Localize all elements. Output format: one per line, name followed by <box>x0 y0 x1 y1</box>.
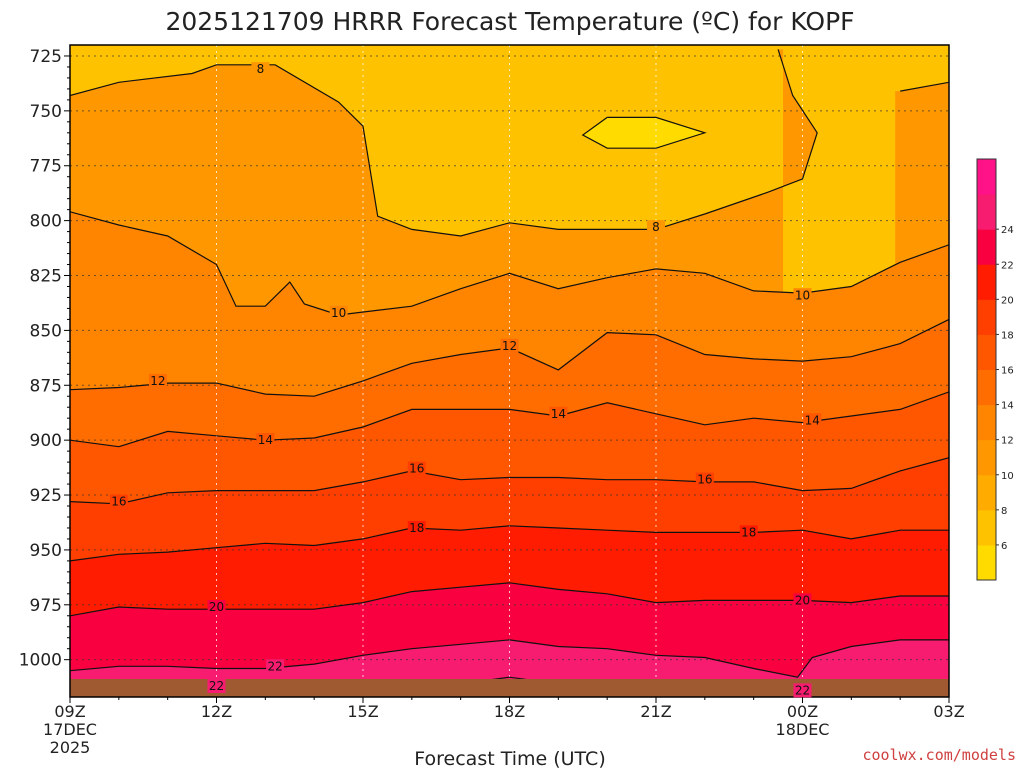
colorbar-swatch-8 <box>977 264 996 300</box>
ground-surface <box>70 679 949 697</box>
contour-label-bg-12 <box>500 338 519 353</box>
contour-label-bg-18 <box>739 525 758 540</box>
colorbar-swatch-1 <box>977 509 996 546</box>
y-tick-label-750: 750 <box>30 102 62 122</box>
y-tick-label-950: 950 <box>30 541 62 561</box>
x-tick-label-0: 00Z <box>787 702 818 721</box>
contour-label-22: 22 <box>267 659 282 673</box>
y-tick-label-725: 725 <box>30 47 62 67</box>
contour-line-22-9 <box>70 639 949 678</box>
colorbar-swatch-6 <box>977 334 996 370</box>
colorbar-swatch-9 <box>977 229 996 265</box>
contour-label-14: 14 <box>551 407 566 421</box>
contour-line-18-7 <box>70 525 949 562</box>
x-tick-label-0: 12Z <box>201 702 232 721</box>
x-tick-label-0: 18Z <box>494 702 525 721</box>
colorbar-swatch-7 <box>977 299 996 335</box>
contour-label-16: 16 <box>111 495 126 509</box>
contour-label-12: 12 <box>502 339 517 353</box>
contour-label-20: 20 <box>209 600 224 614</box>
colorbar-label-10: 10 <box>1001 471 1014 482</box>
x-tick-label-0: 09Z <box>54 702 85 721</box>
colorbar-swatch-4 <box>977 404 996 441</box>
contour-line-16-6 <box>70 457 949 505</box>
colorbar-label-16: 16 <box>1001 366 1014 377</box>
contour-label-bg-14 <box>549 406 568 421</box>
colorbar-label-20: 20 <box>1001 295 1014 306</box>
contour-label-bg-10 <box>329 305 348 320</box>
colorbar-label-6: 6 <box>1001 541 1007 552</box>
credit-text: coolwx.com/models <box>862 746 1016 764</box>
contour-label-8: 8 <box>257 62 265 76</box>
colorbar: 6 8 10 12 14 16 18 20 22 24 <box>976 158 1014 581</box>
chart-title: 2025121709 HRRR Forecast Temperature (ºC… <box>165 7 854 36</box>
contour-label-8: 8 <box>652 220 660 234</box>
colorbar-swatch-3 <box>977 439 996 476</box>
contour-label-14: 14 <box>805 413 820 427</box>
contour-label-16: 16 <box>697 473 712 487</box>
contour-line-8-0 <box>70 49 818 237</box>
x-axis-label: Forecast Time (UTC) <box>414 748 605 768</box>
colorbar-swatch-2 <box>977 474 996 511</box>
y-tick-label-775: 775 <box>30 157 62 177</box>
colorbar-label-12: 12 <box>1001 436 1014 447</box>
contour-label-10: 10 <box>331 306 346 320</box>
contour-label-20: 20 <box>795 593 810 607</box>
x-tick-label-1: 18DEC <box>776 720 830 739</box>
contour-label-bg-14 <box>256 433 275 448</box>
contour-line-8-2 <box>900 81 949 92</box>
colorbar-label-8: 8 <box>1001 506 1007 517</box>
contour-line-14-5 <box>70 391 949 448</box>
contour-label-bg-14 <box>803 413 822 428</box>
x-tick-label-1: 17DEC <box>43 720 97 739</box>
contour-label-bg-8 <box>251 62 270 77</box>
contour-label-22: 22 <box>209 679 224 693</box>
y-tick-label-925: 925 <box>30 486 62 506</box>
contour-label-bg-16 <box>695 472 714 487</box>
contour-label-18: 18 <box>409 521 424 535</box>
colorbar-swatch-5 <box>977 369 996 406</box>
contour-label-16: 16 <box>409 462 424 476</box>
contour-label-12: 12 <box>150 374 165 388</box>
contour-label-14: 14 <box>258 433 273 447</box>
y-tick-label-875: 875 <box>30 376 62 396</box>
contour-label-18: 18 <box>741 525 756 539</box>
contour-label-bg-20 <box>793 593 812 608</box>
grid <box>69 45 950 697</box>
contour-line-8-1 <box>581 116 707 149</box>
contour-label-bg-10 <box>793 288 812 303</box>
x-tick-label-0: 15Z <box>347 702 378 721</box>
colorbar-swatch-10 <box>977 194 996 230</box>
y-tick-label-825: 825 <box>30 267 62 287</box>
colorbar-swatch-0 <box>977 544 996 581</box>
contour-label-bg-20 <box>207 599 226 614</box>
contour-label-bg-12 <box>148 373 167 388</box>
contour-line-10-3 <box>70 211 949 316</box>
y-tick-label-850: 850 <box>30 321 62 341</box>
y-tick-label-1000: 1000 <box>19 651 62 671</box>
y-tick-label-800: 800 <box>30 212 62 232</box>
x-tick-label-2: 2025 <box>50 738 91 757</box>
contour-label-bg-22 <box>207 679 226 694</box>
y-tick-label-975: 975 <box>30 596 62 616</box>
x-tick-label-0: 03Z <box>933 702 964 721</box>
colorbar-swatch-11 <box>977 159 996 195</box>
contour-label-bg-18 <box>407 520 426 535</box>
colorbar-label-24: 24 <box>1001 225 1014 236</box>
y-tick-label-900: 900 <box>30 431 62 451</box>
colorbar-label-22: 22 <box>1001 260 1014 271</box>
contour-label-bg-22 <box>793 683 812 698</box>
temp-band-8-1 <box>582 117 705 149</box>
colorbar-label-14: 14 <box>1001 401 1014 412</box>
contour-label-bg-8 <box>647 220 665 235</box>
contour-label-10: 10 <box>795 288 810 302</box>
contour-label-bg-16 <box>109 494 128 509</box>
colorbar-label-18: 18 <box>1001 330 1014 341</box>
x-tick-label-0: 21Z <box>640 702 671 721</box>
contour-label-bg-16 <box>407 461 426 476</box>
contour-label-bg-22 <box>266 659 285 674</box>
contour-label-22: 22 <box>795 683 810 697</box>
